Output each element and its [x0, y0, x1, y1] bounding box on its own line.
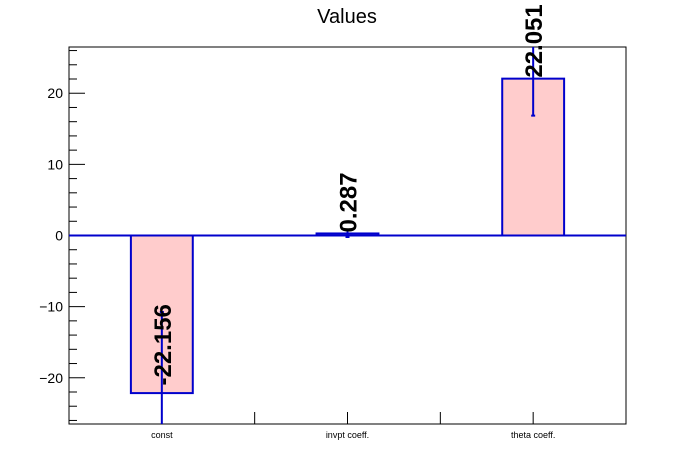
y-axis: −20 −10 0 10 20: [39, 50, 85, 421]
data-label: 0.287: [336, 172, 363, 232]
y-tick-label: −10: [39, 299, 63, 315]
y-tick-label: 20: [47, 85, 63, 101]
y-tick-label: 10: [47, 156, 63, 172]
chart-title: Values: [317, 6, 377, 28]
x-tick-label: theta coeff.: [511, 430, 555, 440]
x-tick-label: const: [151, 430, 173, 440]
y-tick-label: 0: [55, 228, 63, 244]
data-label: -22.156: [150, 304, 177, 385]
x-tick-label: invpt coeff.: [326, 430, 369, 440]
y-tick-label: −20: [39, 370, 63, 386]
error-bars: [159, 47, 536, 424]
x-axis: const invpt coeff. theta coeff.: [151, 412, 555, 440]
data-labels: -22.156 0.287 22.051: [150, 4, 548, 385]
data-label: 22.051: [521, 4, 548, 77]
